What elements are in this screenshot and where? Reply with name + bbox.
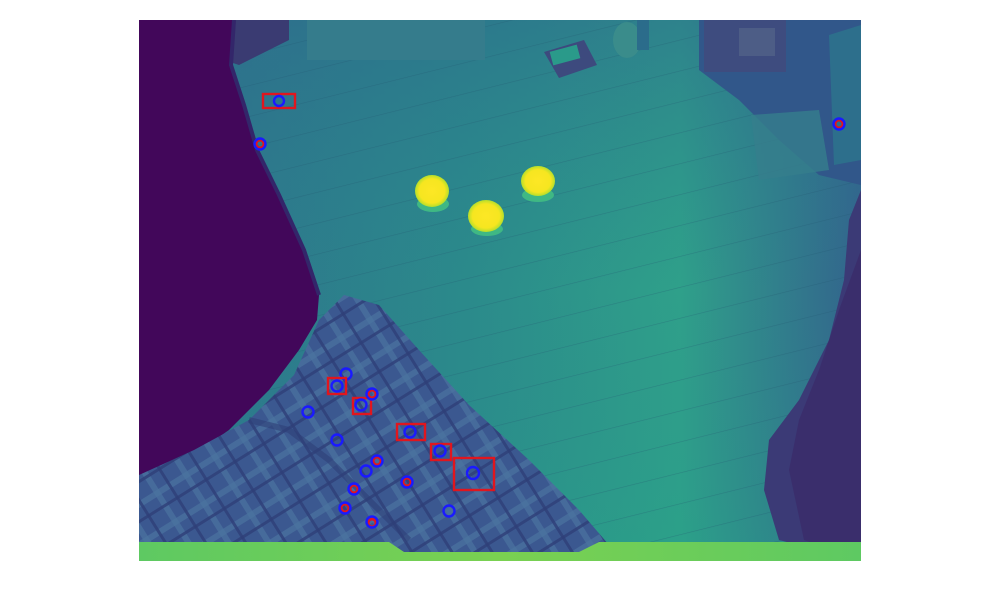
feature-box [429, 442, 453, 462]
blob-2 [521, 166, 555, 196]
feature-box [351, 396, 373, 416]
feature-circle [370, 454, 384, 468]
feature-circle [330, 433, 344, 447]
feature-dot [348, 483, 360, 495]
feature-dot [401, 476, 413, 488]
feature-dot [339, 502, 351, 514]
dark-body-left [139, 20, 319, 480]
plaid-fold [248, 417, 412, 543]
chair-leg-top [637, 20, 649, 50]
pot [613, 22, 641, 58]
feature-dot [366, 388, 378, 400]
blob-1 [415, 175, 449, 207]
feature-circle [330, 379, 344, 393]
top-left-shadow [224, 20, 289, 65]
plaid-fabric [139, 295, 609, 561]
chair-leg-right-2 [829, 25, 861, 165]
feature-circle [832, 117, 846, 131]
feature-dot [833, 118, 845, 130]
feature-circle [365, 515, 379, 529]
image-frame [139, 20, 861, 561]
box-top [307, 20, 485, 60]
feature-circle [301, 405, 315, 419]
feature-circle [442, 504, 456, 518]
feature-dot [371, 455, 383, 467]
feature-circle [365, 387, 379, 401]
feature-box [395, 422, 427, 442]
feature-dot [254, 138, 266, 150]
feature-circle [338, 501, 352, 515]
bottom-bar [139, 542, 861, 561]
blob-3 [468, 200, 504, 232]
feature-box [452, 456, 496, 492]
feature-circle [354, 398, 368, 412]
feature-circle [253, 137, 267, 151]
viridis-image [139, 20, 861, 561]
dark-arm-right-2 [789, 250, 861, 561]
bright-blobs [415, 166, 555, 236]
feature-circle [347, 482, 361, 496]
feature-circle [403, 425, 417, 439]
chair-leg-right [751, 110, 829, 180]
feature-circle [359, 464, 373, 478]
dark-body-edge [228, 20, 321, 296]
feature-circle [433, 444, 447, 458]
feature-box [326, 376, 348, 396]
feature-circle [272, 94, 286, 108]
feature-markers [253, 92, 846, 529]
feature-circle [400, 475, 414, 489]
right-box-face [739, 28, 775, 56]
feature-circle [465, 465, 481, 481]
feature-box [261, 92, 297, 110]
